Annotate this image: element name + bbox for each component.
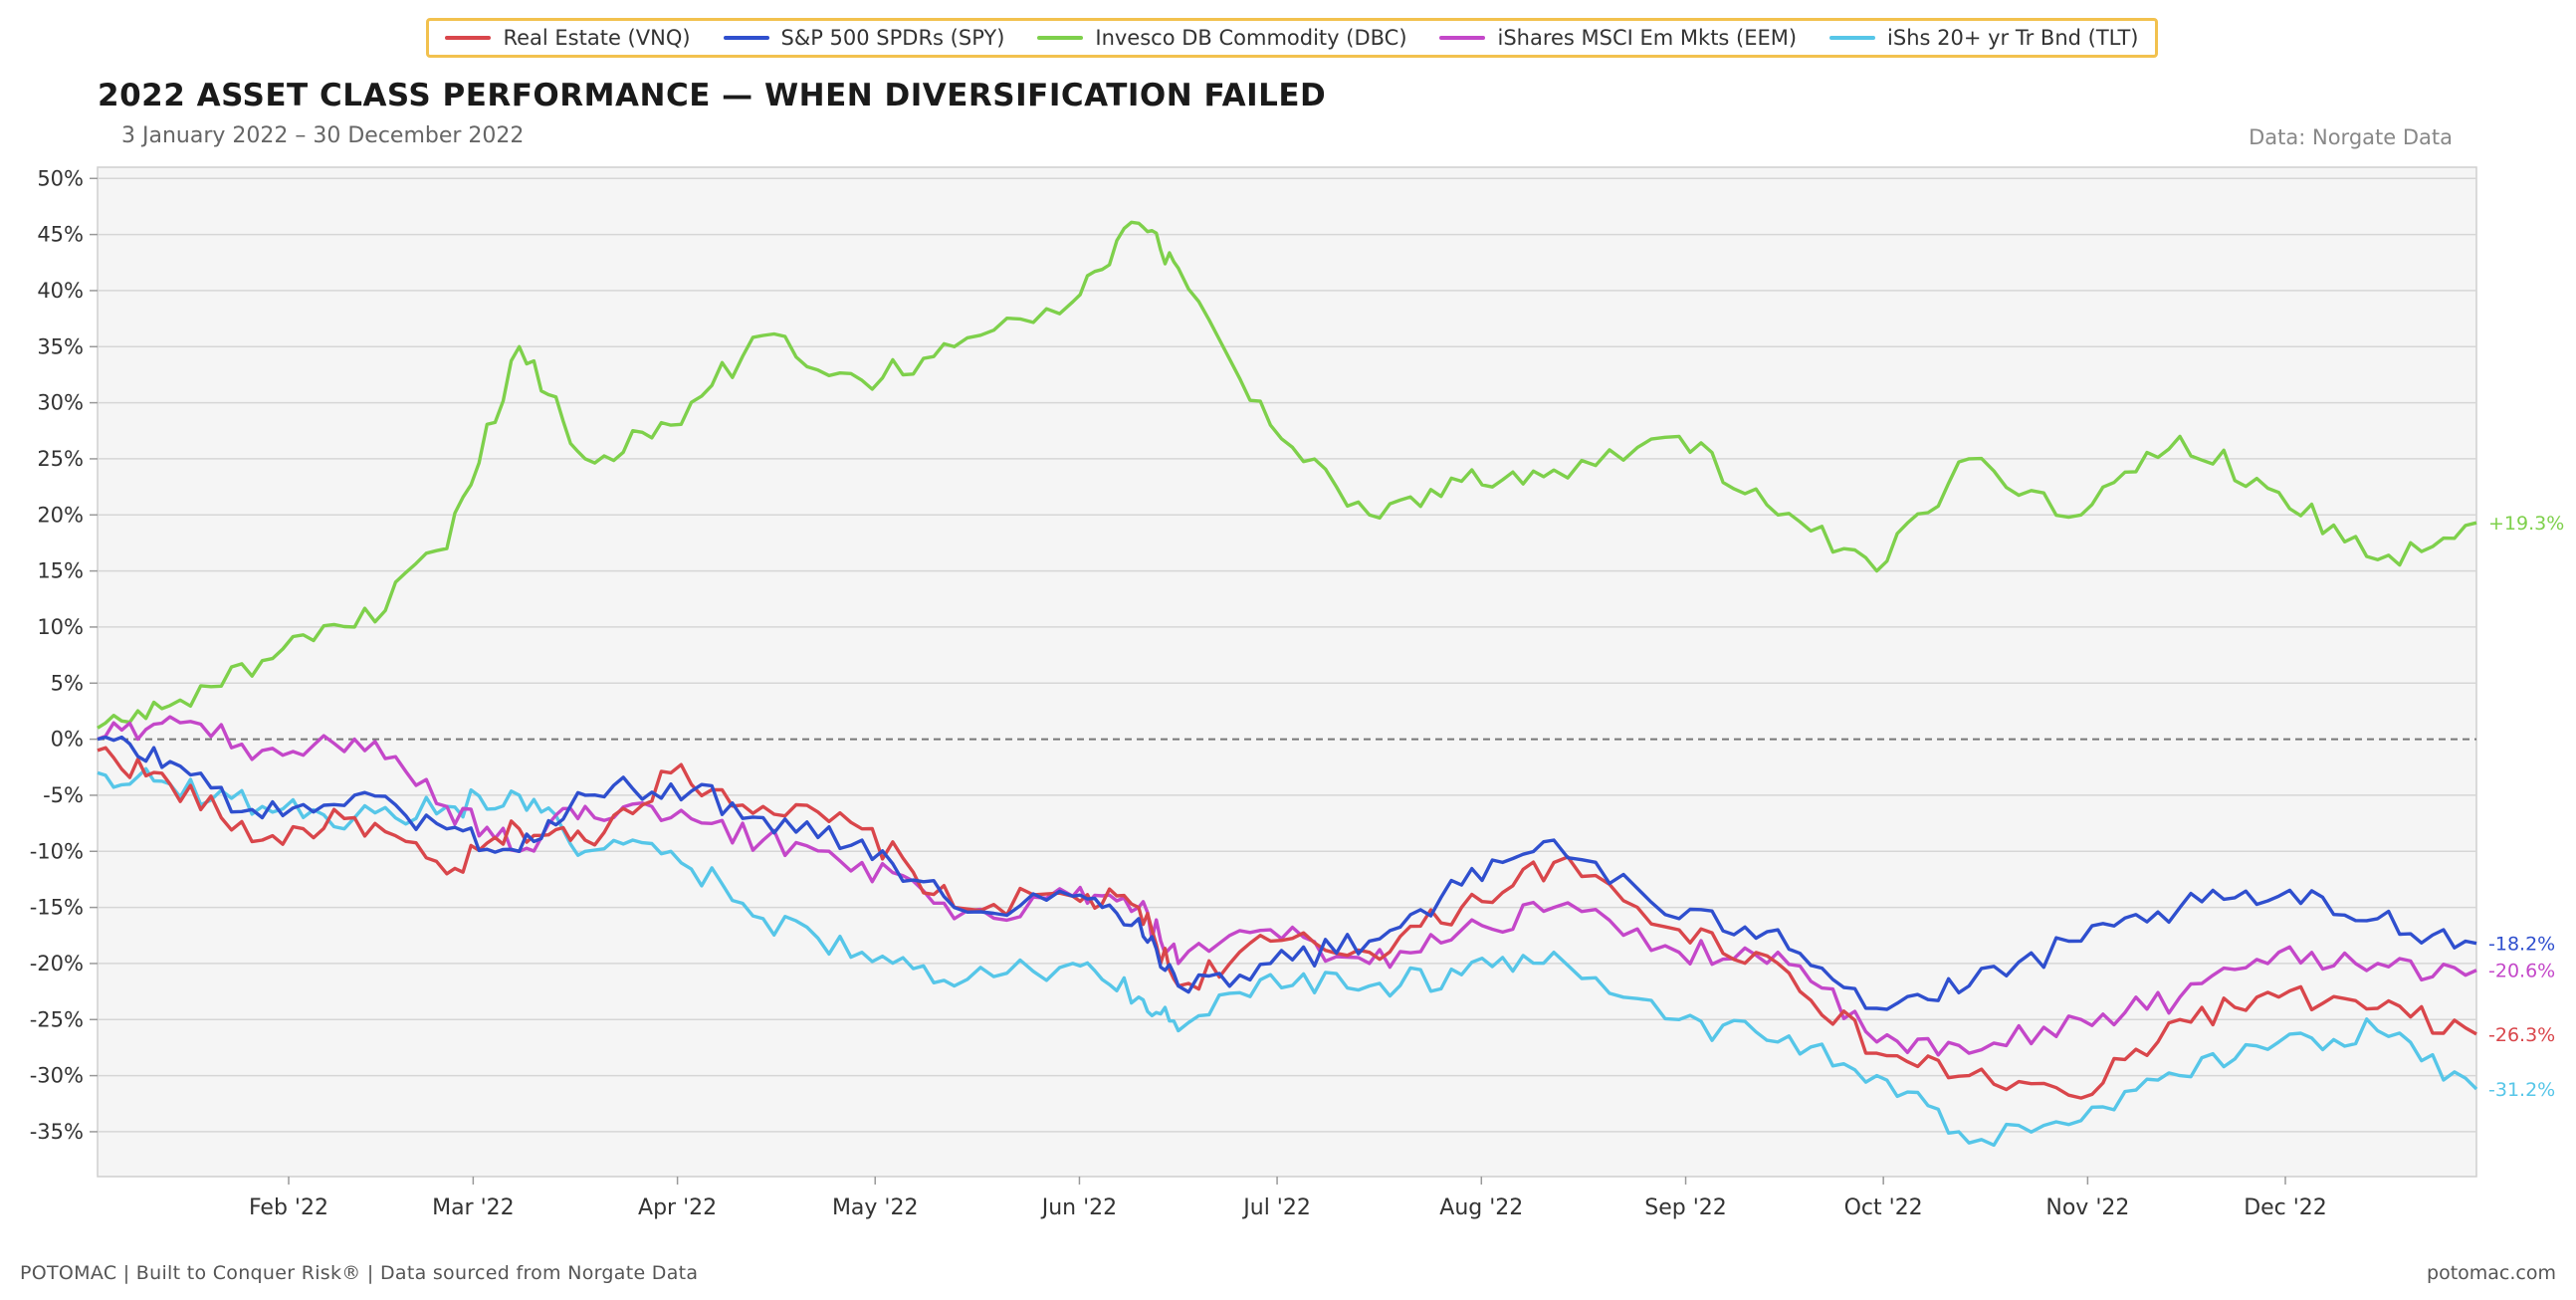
- y-tick-label: -20%: [30, 952, 84, 975]
- end-value-label: -18.2%: [2488, 934, 2555, 956]
- chart-subtitle: 3 January 2022 – 30 December 2022: [121, 123, 525, 148]
- legend-label: Real Estate (VNQ): [503, 26, 691, 50]
- y-tick-label: -30%: [30, 1064, 84, 1088]
- end-value-label: -26.3%: [2488, 1024, 2555, 1046]
- legend-item-eem[interactable]: iShares MSCI Em Mkts (EEM): [1439, 26, 1797, 50]
- series-line-1: [97, 735, 2477, 1011]
- chart-legend: Real Estate (VNQ) S&P 500 SPDRs (SPY) In…: [426, 18, 2158, 58]
- footer-website-link[interactable]: potomac.com: [2427, 1262, 2556, 1284]
- end-value-label: +19.3%: [2488, 513, 2564, 535]
- y-tick-label: 35%: [37, 334, 84, 358]
- legend-label: Invesco DB Commodity (DBC): [1095, 26, 1407, 50]
- y-tick-label: 50%: [37, 166, 84, 190]
- x-tick-label: Jun '22: [1040, 1195, 1117, 1220]
- legend-item-tlt[interactable]: iShs 20+ yr Tr Bnd (TLT): [1829, 26, 2139, 50]
- x-tick-label: Oct '22: [1844, 1195, 1923, 1220]
- data-source-label: Data: Norgate Data: [2249, 125, 2453, 149]
- y-tick-label: 5%: [51, 671, 84, 695]
- legend-item-dbc[interactable]: Invesco DB Commodity (DBC): [1037, 26, 1407, 50]
- y-tick-label: 20%: [37, 503, 84, 527]
- y-tick-label: 10%: [37, 615, 84, 639]
- end-value-labels: +19.3% -18.2% -20.6% -26.3% -31.2%: [2488, 513, 2564, 1101]
- y-tick-label: -25%: [30, 1007, 84, 1031]
- legend-swatch: [1439, 36, 1486, 40]
- end-value-label: -31.2%: [2488, 1079, 2555, 1101]
- y-tick-label: -10%: [30, 839, 84, 863]
- legend-swatch: [723, 36, 769, 40]
- y-tick-label: -15%: [30, 896, 84, 920]
- legend-label: iShs 20+ yr Tr Bnd (TLT): [1887, 26, 2139, 50]
- end-value-label: -20.6%: [2488, 961, 2555, 982]
- x-tick-label: Jul '22: [1241, 1195, 1311, 1220]
- y-tick-label: 25%: [37, 447, 84, 471]
- x-tick-label: Feb '22: [249, 1195, 328, 1220]
- series-line-3: [97, 715, 2477, 1057]
- plot-area: [97, 166, 2477, 1178]
- legend-swatch: [1037, 36, 1084, 40]
- x-tick-label: May '22: [832, 1195, 919, 1220]
- legend-label: S&P 500 SPDRs (SPY): [780, 26, 1005, 50]
- y-tick-label: 30%: [37, 391, 84, 415]
- legend-item-spy[interactable]: S&P 500 SPDRs (SPY): [723, 26, 1005, 50]
- x-tick-label: Aug '22: [1439, 1195, 1523, 1220]
- y-tick-label: 40%: [37, 279, 84, 303]
- series-lines: [97, 220, 2478, 1148]
- y-tick-label: -5%: [43, 783, 84, 807]
- legend-item-vnq[interactable]: Real Estate (VNQ): [445, 26, 691, 50]
- legend-swatch: [445, 36, 492, 40]
- x-axis-ticks: Feb '22 Mar '22 Apr '22 May '22 Jun '22 Jul '…: [249, 1177, 2327, 1220]
- y-axis-ticks: 50% 45% 40% 35% 30% 25% 20% 15% 10% 5% 0% -5% -10% -1…: [30, 166, 98, 1144]
- line-chart: 50% 45% 40% 35% 30% 25% 20% 15% 10% 5% 0% -5% -10% -1…: [30, 166, 2564, 1220]
- x-tick-label: Mar '22: [432, 1195, 515, 1220]
- y-tick-label: -35%: [30, 1120, 84, 1144]
- legend-label: iShares MSCI Em Mkts (EEM): [1497, 26, 1798, 50]
- chart-title: 2022 ASSET CLASS PERFORMANCE — WHEN DIVE…: [98, 78, 1327, 113]
- y-tick-label: 45%: [37, 223, 84, 247]
- x-tick-label: Apr '22: [638, 1195, 717, 1220]
- y-tick-label: 15%: [37, 559, 84, 583]
- series-line-4: [97, 766, 2478, 1148]
- x-tick-label: Sep '22: [1644, 1195, 1727, 1220]
- grid-lines: [98, 177, 2476, 1133]
- footer-branding: POTOMAC | Built to Conquer Risk® | Data …: [20, 1262, 699, 1284]
- x-tick-label: Dec '22: [2244, 1195, 2327, 1220]
- legend-swatch: [1829, 36, 1876, 40]
- y-tick-label: 0%: [51, 728, 84, 752]
- series-line-2: [97, 220, 2477, 730]
- x-tick-label: Nov '22: [2045, 1195, 2129, 1220]
